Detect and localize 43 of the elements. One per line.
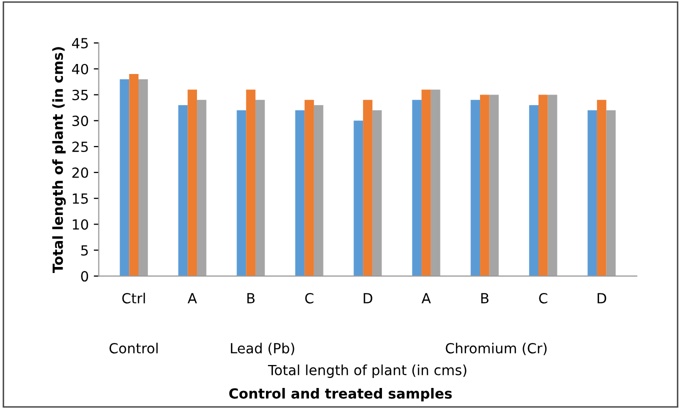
x-tick-label: Ctrl xyxy=(122,292,145,304)
text: Lead (Pb) xyxy=(230,342,294,356)
y-tick-label: 35 xyxy=(72,90,88,100)
x-tick-label: A xyxy=(422,293,431,304)
y-tick-label: 0 xyxy=(81,271,88,282)
bar xyxy=(480,94,490,276)
x-axis-title: Total length of plant (in cms) xyxy=(268,364,466,378)
bar xyxy=(304,100,314,276)
y-tick-label: 30 xyxy=(72,116,88,126)
bar xyxy=(178,105,188,276)
y-tick-label: 25 xyxy=(72,142,88,152)
bar xyxy=(246,90,256,276)
y-tick-label: 40 xyxy=(72,64,88,74)
bar xyxy=(470,100,480,276)
bar xyxy=(354,120,364,276)
y-axis-title: Total length of plant (in cms) xyxy=(52,47,66,274)
x-tick-label: D xyxy=(364,293,372,304)
bar xyxy=(538,94,548,276)
text: Chromium (Cr) xyxy=(446,342,547,356)
bar xyxy=(188,90,197,276)
bar xyxy=(363,100,372,276)
bar xyxy=(422,90,431,276)
text: Control xyxy=(110,342,158,354)
bar xyxy=(295,110,305,276)
bar xyxy=(588,110,597,276)
x-tick-label: A xyxy=(188,293,197,304)
x-tick-label: B xyxy=(247,293,255,304)
y-tick-label: 10 xyxy=(72,219,88,230)
y-tick-label: 20 xyxy=(72,167,88,178)
bar xyxy=(129,74,139,276)
x-tick-label: C xyxy=(305,292,314,304)
y-tick-label: 15 xyxy=(72,194,88,204)
x-tick-label: C xyxy=(539,292,548,304)
x-tick-label: B xyxy=(481,293,488,304)
bar xyxy=(596,100,606,276)
bar xyxy=(120,79,130,276)
y-tick-label: 5 xyxy=(81,245,88,256)
bar xyxy=(236,110,246,276)
bar xyxy=(412,100,422,276)
x-tick-label: D xyxy=(598,293,606,304)
text: Control and treated samples xyxy=(229,388,452,402)
bar xyxy=(529,105,538,276)
y-tick-label: 45 xyxy=(72,38,88,48)
